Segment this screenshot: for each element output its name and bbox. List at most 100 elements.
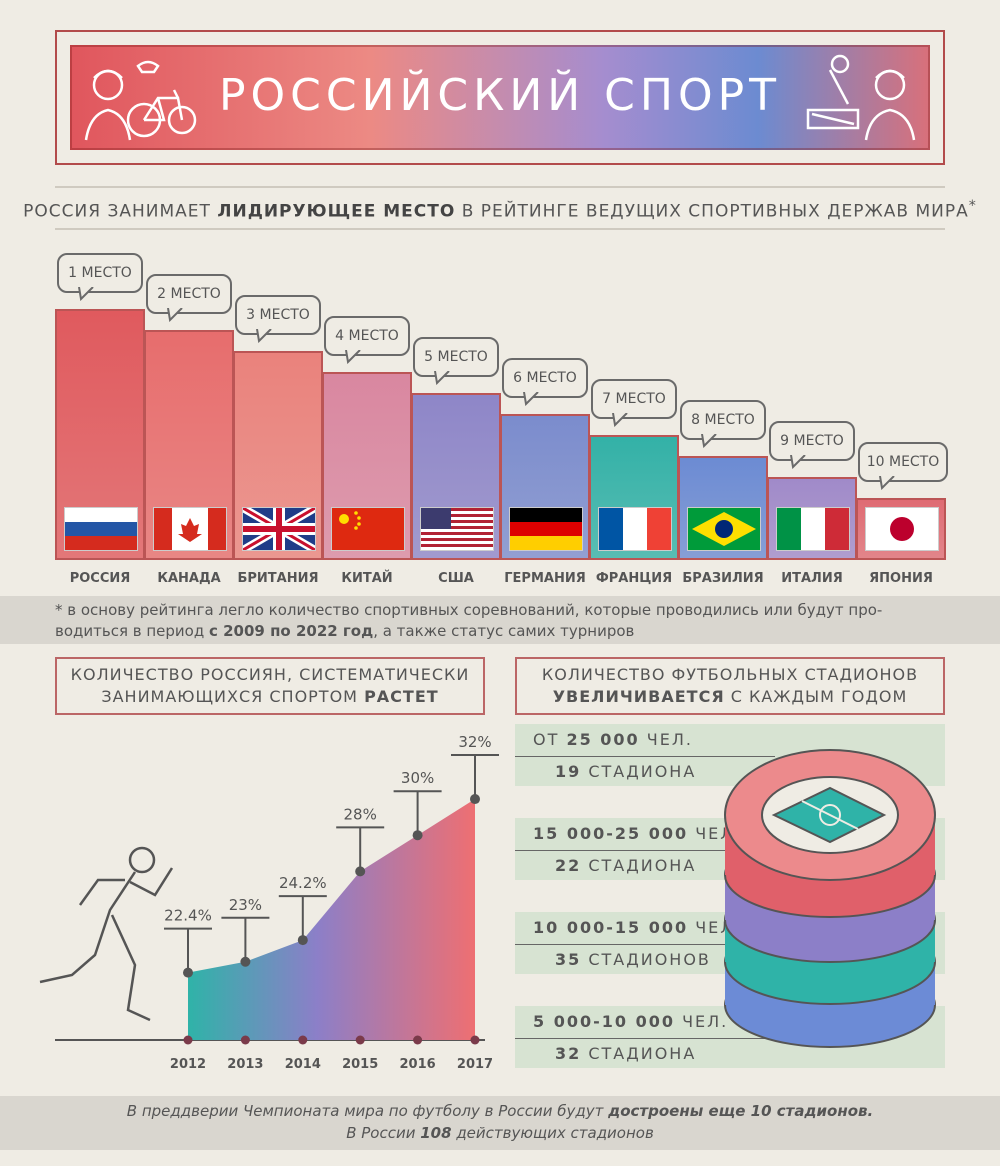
banner-frame — [55, 30, 945, 165]
stadium-count: 19 СТАДИОНА — [555, 762, 697, 781]
stadium-divider — [515, 1038, 775, 1039]
footer: В преддверии Чемпионата мира по футболу … — [0, 1100, 1000, 1144]
rank-bubble: 1 МЕСТО — [57, 253, 143, 293]
sport-growth-header: КОЛИЧЕСТВО РОССИЯН, СИСТЕМАТИЧЕСКИ ЗАНИМ… — [55, 657, 485, 715]
footer-line1-bold: достроены еще 10 стадионов. — [608, 1102, 874, 1120]
rank-bubble-tail — [78, 287, 94, 301]
ranking-bar — [767, 477, 857, 560]
footnote-line2-pre: водиться в период — [55, 622, 209, 640]
country-label: ЯПОНИЯ — [869, 571, 933, 586]
country-label: ИТАЛИЯ — [781, 571, 843, 586]
country-label: ГЕРМАНИЯ — [504, 571, 586, 586]
stadium-count: 35 СТАДИОНОВ — [555, 950, 711, 969]
x-axis-dot — [183, 1035, 193, 1045]
country-label: КАНАДА — [157, 571, 221, 586]
rank-bubble-tail — [701, 434, 717, 448]
stadium-illustration — [724, 749, 936, 1048]
footer-line2-post: действующих стадионов — [451, 1124, 654, 1142]
rank-bubble: 3 МЕСТО — [235, 295, 321, 335]
footnote-line2-post: , а также статус самих турниров — [373, 622, 635, 640]
data-label: 28% — [344, 805, 377, 823]
data-point: 23% — [221, 896, 270, 967]
subtitle: РОССИЯ ЗАНИМАЕТ ЛИДИРУЮЩЕЕ МЕСТО В РЕЙТИ… — [0, 198, 1000, 222]
stadium-divider — [515, 944, 775, 945]
x-axis-dot — [470, 1035, 480, 1045]
page-title: РОССИЙСКИЙ СПОРТ — [218, 70, 782, 121]
data-point: 24.2% — [278, 874, 327, 946]
cyclist-icon — [84, 60, 197, 141]
rank-bubble-tail — [879, 476, 895, 490]
rank-bubble: 7 МЕСТО — [591, 379, 677, 419]
stadiums-line1: КОЛИЧЕСТВО ФУТБОЛЬНЫХ СТАДИОНОВ — [541, 665, 919, 684]
footer-line2-pre: В России — [346, 1124, 421, 1142]
rank-bubble-tail — [167, 308, 183, 322]
stadium-divider — [515, 756, 775, 757]
rank-bubble: 4 МЕСТО — [324, 316, 410, 356]
data-label: 22.4% — [164, 907, 212, 925]
x-axis-dot — [298, 1035, 308, 1045]
data-label: 30% — [401, 769, 434, 787]
data-label: 23% — [229, 896, 262, 914]
stadium-count: 32 СТАДИОНА — [555, 1044, 697, 1063]
data-label: 24.2% — [279, 874, 327, 892]
subtitle-post: В РЕЙТИНГЕ ВЕДУЩИХ СПОРТИВНЫХ ДЕРЖАВ МИР… — [455, 201, 969, 222]
data-label: 32% — [458, 733, 491, 751]
year-label: 2013 — [227, 1057, 263, 1072]
ranking-bar — [500, 414, 590, 560]
ranking-bar — [322, 372, 412, 560]
ranking-bar — [55, 309, 145, 560]
stadiums-bold: УВЕЛИЧИВАЕТСЯ — [552, 687, 725, 706]
rank-bubble-tail — [256, 329, 272, 343]
year-label: 2015 — [342, 1057, 378, 1072]
data-point: 32% — [451, 733, 499, 805]
country-label: ФРАНЦИЯ — [595, 571, 673, 586]
rank-bubble: 6 МЕСТО — [502, 358, 588, 398]
year-label: 2017 — [457, 1057, 493, 1072]
subtitle-bold: ЛИДИРУЮЩЕЕ МЕСТО — [217, 201, 456, 222]
sport-growth-chart: 2012 22.4% 2013 23% 2014 24.2% 2015 28% 2016 30% 2… — [39, 733, 499, 1072]
rank-bubble: 5 МЕСТО — [413, 337, 499, 377]
year-label: 2016 — [400, 1057, 436, 1072]
country-label: США — [438, 571, 474, 586]
country-label: РОССИЯ — [69, 571, 131, 586]
ranking-bar — [411, 393, 501, 560]
subtitle-star: * — [968, 198, 977, 214]
x-axis-dot — [413, 1035, 423, 1045]
stadium-capacity: ОТ 25 000 ЧЕЛ. — [533, 730, 693, 749]
runner-icon — [39, 846, 174, 1022]
ranking-bar — [233, 351, 323, 560]
rank-bubble-tail — [434, 371, 450, 385]
country-label: БРИТАНИЯ — [237, 571, 319, 586]
footnote-line1: в основу рейтинга легло количество спорт… — [62, 601, 883, 619]
footer-line2-bold: 108 — [420, 1124, 452, 1142]
rank-bubble-tail — [790, 455, 806, 469]
tennis-player-icon — [806, 54, 916, 141]
stadium-capacity: 15 000-25 000 ЧЕЛ. — [533, 824, 742, 843]
footnote: * в основу рейтинга легло количество спо… — [55, 600, 955, 642]
ranking-bar — [856, 498, 946, 560]
data-point: 28% — [336, 805, 385, 877]
subtitle-frame — [55, 186, 945, 230]
rank-bubble: 9 МЕСТО — [769, 421, 855, 461]
stadiums-header: КОЛИЧЕСТВО ФУТБОЛЬНЫХ СТАДИОНОВ УВЕЛИЧИВ… — [515, 657, 945, 715]
year-label: 2012 — [170, 1057, 206, 1072]
year-label: 2014 — [285, 1057, 321, 1072]
rank-bubble-tail — [523, 392, 539, 406]
subtitle-pre: РОССИЯ ЗАНИМАЕТ — [23, 201, 218, 222]
ranking-bar — [144, 330, 234, 560]
footnote-star: * — [55, 601, 63, 619]
data-point: 22.4% — [164, 907, 212, 978]
x-axis-dot — [355, 1035, 365, 1045]
ranking-bar — [589, 435, 679, 560]
sport-growth-bold: РАСТЕТ — [364, 687, 439, 706]
stadiums-line2: С КАЖДЫМ ГОДОМ — [724, 687, 908, 706]
stadium-capacity: 10 000-15 000 ЧЕЛ. — [533, 918, 742, 937]
rank-bubble: 10 МЕСТО — [858, 442, 948, 482]
stadium-divider — [515, 850, 775, 851]
footer-line1: В преддверии Чемпионата мира по футболу … — [126, 1102, 609, 1120]
rank-bubble-tail — [612, 413, 628, 427]
ranking-bar — [678, 456, 768, 560]
footnote-bold: с 2009 по 2022 год — [208, 622, 374, 640]
x-axis-dot — [240, 1035, 250, 1045]
footer-band — [0, 1096, 1000, 1150]
